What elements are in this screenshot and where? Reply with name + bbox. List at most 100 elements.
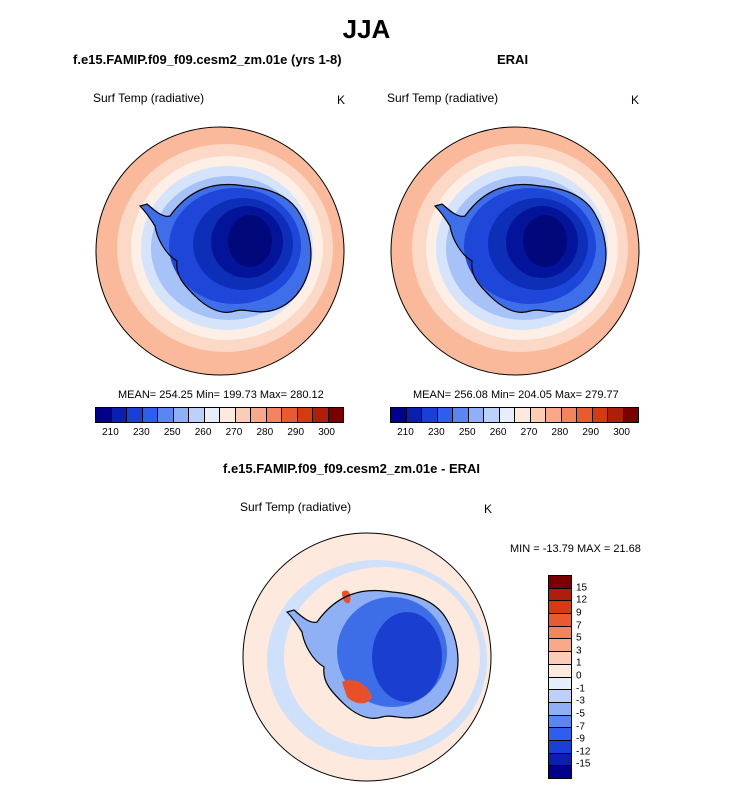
- coastline: [138, 183, 312, 313]
- figure-title: JJA: [342, 14, 391, 44]
- colorbar-cell: [266, 408, 282, 422]
- colorbar-cell: [437, 408, 453, 422]
- colorbar-model: [95, 407, 344, 423]
- colorbar-cell: [158, 408, 174, 422]
- colorbar-cell: [549, 766, 571, 778]
- variable-label-model: Surf Temp (radiative): [93, 91, 205, 105]
- panel-title-diff: f.e15.FAMIP.f09_f09.cesm2_zm.01e - ERAI: [223, 461, 481, 476]
- colorbar-tick-label: 210: [102, 427, 119, 438]
- colorbar-cell: [549, 702, 571, 716]
- colorbar-cell: [204, 408, 220, 422]
- colorbar-tick-label: -5: [576, 708, 585, 720]
- colorbar-tick-label: 15: [576, 582, 588, 594]
- colorbar-cell: [282, 408, 298, 422]
- colorbar-cell: [468, 408, 484, 422]
- colorbar-tick-label: -3: [576, 695, 585, 707]
- colorbar-cell: [328, 408, 343, 422]
- colorbar-cell: [515, 408, 531, 422]
- stats-model: MEAN= 254.25 Min= 199.73 Max= 280.12: [118, 389, 324, 401]
- colorbar-tick-label: -7: [576, 721, 585, 732]
- colorbar-tick-label: 250: [458, 427, 476, 438]
- colorbar-cell: [235, 408, 251, 422]
- colorbar-cell: [549, 690, 571, 703]
- colorbar-cell: [391, 408, 407, 422]
- colorbar-cell: [530, 408, 546, 422]
- colorbar-cell: [422, 408, 438, 422]
- map-boundary: [95, 126, 345, 376]
- units-label-diff: K: [484, 502, 493, 516]
- colorbar-tick-label: 300: [613, 427, 630, 438]
- colorbar-tick-label: 260: [489, 427, 507, 438]
- colorbar-cell: [127, 408, 143, 422]
- colorbar-cell: [453, 408, 469, 422]
- colorbar-tick-label: 270: [225, 427, 243, 438]
- stats-obs: MEAN= 256.08 Min= 204.05 Max= 279.77: [413, 389, 619, 401]
- colorbar-cell: [220, 408, 236, 422]
- colorbar-tick-label: 290: [287, 427, 305, 438]
- colorbar-cell: [549, 715, 571, 729]
- colorbar-cell: [577, 408, 593, 422]
- polar-map-obs: [390, 126, 640, 376]
- colorbar-tick-label: -12: [576, 746, 591, 758]
- colorbar-cell: [623, 408, 638, 422]
- variable-label-diff: Surf Temp (radiative): [240, 500, 352, 514]
- colorbar-tick-label: 1: [576, 657, 582, 669]
- colorbar-tick-label: 260: [194, 427, 212, 438]
- units-label-obs: K: [631, 93, 640, 107]
- colorbar-tick-label: 290: [582, 427, 600, 438]
- colorbar-tick-label: 280: [551, 427, 569, 438]
- colorbar-cell: [549, 740, 571, 754]
- colorbar-tick-label: 210: [397, 427, 414, 438]
- colorbar-diff: [548, 575, 572, 779]
- colorbar-tick-label: 5: [576, 632, 582, 644]
- colorbar-cell: [313, 408, 329, 422]
- colorbar-tick-label: 250: [163, 427, 181, 438]
- coastline: [433, 183, 607, 313]
- colorbar-tick-label: -9: [576, 733, 585, 745]
- colorbar-cell: [142, 408, 158, 422]
- panel-title-obs: ERAI: [497, 52, 529, 67]
- colorbar-cell: [561, 408, 577, 422]
- colorbar-cell: [549, 677, 571, 691]
- colorbar-tick-label: -1: [576, 683, 585, 695]
- colorbar-cell: [549, 639, 571, 653]
- colorbar-tick-label: 3: [576, 645, 582, 657]
- colorbar-tick-label: 280: [256, 427, 274, 438]
- colorbar-obs: [390, 407, 639, 423]
- colorbar-cell: [484, 408, 500, 422]
- colorbar-tick-label: 0: [576, 670, 582, 682]
- colorbar-cell: [549, 601, 571, 615]
- colorbar-tick-label: 300: [318, 427, 335, 438]
- polar-map-model: [95, 126, 345, 376]
- polar-map-diff: [242, 532, 492, 782]
- units-label-model: K: [337, 93, 346, 107]
- panel-title-model: f.e15.FAMIP.f09_f09.cesm2_zm.01e (yrs 1-…: [73, 52, 342, 67]
- colorbar-cell: [549, 728, 571, 741]
- colorbar-tick-label: 9: [576, 607, 582, 619]
- colorbar-cell: [251, 408, 267, 422]
- colorbar-cell: [96, 408, 112, 422]
- colorbar-cell: [549, 652, 571, 665]
- colorbar-cell: [549, 664, 571, 678]
- colorbar-cell: [297, 408, 313, 422]
- colorbar-cell: [549, 588, 571, 602]
- colorbar-tick-label: 12: [576, 594, 588, 606]
- colorbar-cell: [592, 408, 608, 422]
- colorbar-tick-label: -15: [576, 758, 591, 770]
- colorbar-cell: [173, 408, 189, 422]
- colorbar-tick-label: 230: [427, 427, 445, 438]
- colorbar-cell: [546, 408, 562, 422]
- colorbar-tick-label: 230: [132, 427, 150, 438]
- colorbar-cell: [549, 614, 571, 627]
- colorbar-cell: [549, 753, 571, 767]
- colorbar-cell: [499, 408, 515, 422]
- colorbar-cell: [406, 408, 422, 422]
- colorbar-cell: [111, 408, 127, 422]
- map-boundary: [390, 126, 640, 376]
- stats-diff: MIN = -13.79 MAX = 21.68: [510, 543, 641, 555]
- colorbar-cell: [608, 408, 624, 422]
- colorbar-cell: [189, 408, 205, 422]
- colorbar-tick-label: 270: [520, 427, 538, 438]
- variable-label-obs: Surf Temp (radiative): [387, 91, 499, 105]
- colorbar-cell: [549, 626, 571, 640]
